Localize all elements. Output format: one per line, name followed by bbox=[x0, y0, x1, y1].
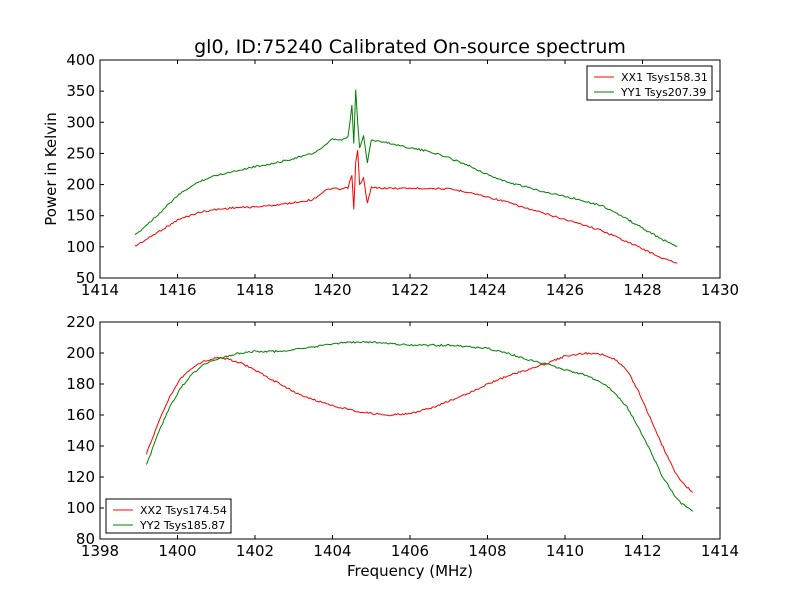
y-tick-label: 400 bbox=[66, 51, 95, 69]
x-tick-label: 1426 bbox=[546, 281, 584, 299]
x-tick-label: 1408 bbox=[468, 542, 506, 560]
y-tick-label: 160 bbox=[66, 406, 95, 424]
y-tick-label: 180 bbox=[66, 375, 95, 393]
legend: XX2 Tsys174.54 YY2 Tsys185.87 bbox=[105, 498, 232, 534]
y-tick-label: 80 bbox=[76, 530, 95, 548]
x-axis-label: Frequency (MHz) bbox=[347, 562, 473, 580]
x-tick-label: 1414 bbox=[701, 542, 739, 560]
legend-box bbox=[105, 498, 232, 534]
legend-box bbox=[586, 65, 713, 101]
x-tick-label: 1428 bbox=[623, 281, 661, 299]
y-axis-label: Power in Kelvin bbox=[42, 112, 60, 226]
x-tick-label: 1420 bbox=[313, 281, 351, 299]
top-panel: 1414 1416 1418 1420 1422 1424 1426 1428 1430 50 10… bbox=[42, 51, 739, 299]
series-line-xx2 bbox=[146, 351, 694, 493]
x-tick-label: 1416 bbox=[158, 281, 196, 299]
series-line-yy1 bbox=[134, 89, 678, 247]
y-tick-label: 140 bbox=[66, 437, 95, 455]
x-tick-label: 1398 bbox=[81, 542, 119, 560]
y-tick-label: 100 bbox=[66, 499, 95, 517]
bottom-panel: 1398 1400 1402 1404 1406 1408 1410 1412 1414 80 10… bbox=[66, 313, 739, 580]
x-tick-label: 1430 bbox=[701, 281, 739, 299]
y-tick-label: 200 bbox=[66, 176, 95, 194]
y-tick-label: 120 bbox=[66, 468, 95, 486]
y-tick-label: 300 bbox=[66, 113, 95, 131]
y-tick-label: 100 bbox=[66, 238, 95, 256]
x-tick-label: 1424 bbox=[468, 281, 506, 299]
legend: XX1 Tsys158.31 YY1 Tsys207.39 bbox=[586, 65, 713, 101]
series-line-xx1 bbox=[134, 150, 678, 264]
x-tick-label: 1406 bbox=[391, 542, 429, 560]
legend-label: YY1 Tsys207.39 bbox=[620, 86, 706, 99]
x-tick-label: 1402 bbox=[236, 542, 274, 560]
y-tick-label: 150 bbox=[66, 207, 95, 225]
y-tick-label: 220 bbox=[66, 313, 95, 331]
legend-label: XX1 Tsys158.31 bbox=[621, 71, 708, 84]
x-tick-label: 1400 bbox=[158, 542, 196, 560]
legend-label: XX2 Tsys174.54 bbox=[140, 504, 227, 517]
x-tick-label: 1404 bbox=[313, 542, 351, 560]
chart-title: gl0, ID:75240 Calibrated On-source spect… bbox=[194, 36, 626, 58]
x-tick-label: 1414 bbox=[81, 281, 119, 299]
y-tick-label: 200 bbox=[66, 344, 95, 362]
series-line-yy2 bbox=[146, 340, 694, 512]
y-tick-label: 350 bbox=[66, 82, 95, 100]
legend-label: YY2 Tsys185.87 bbox=[139, 519, 225, 532]
x-tick-label: 1410 bbox=[546, 542, 584, 560]
y-tick-label: 50 bbox=[76, 269, 95, 287]
x-tick-label: 1412 bbox=[623, 542, 661, 560]
x-tick-label: 1422 bbox=[391, 281, 429, 299]
y-tick-label: 250 bbox=[66, 144, 95, 162]
x-tick-label: 1418 bbox=[236, 281, 274, 299]
